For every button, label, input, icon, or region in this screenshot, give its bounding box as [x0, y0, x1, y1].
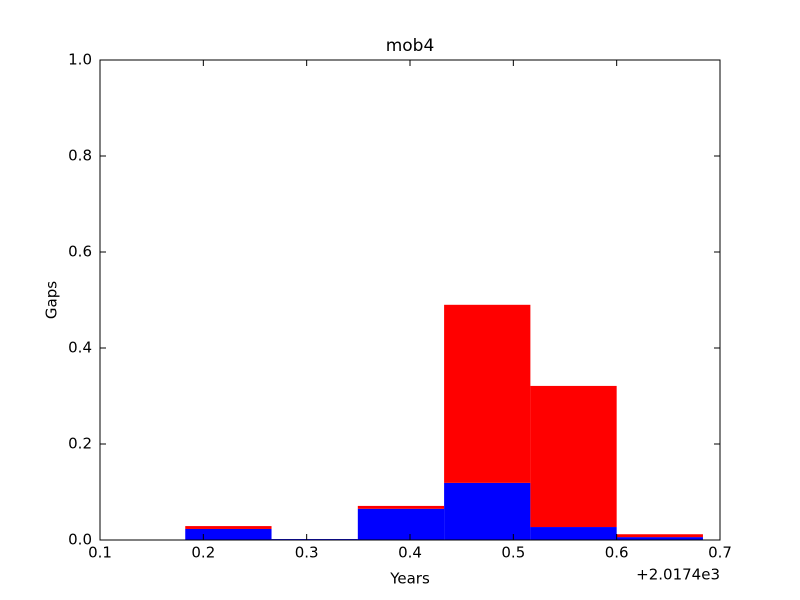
histogram-bar: [444, 482, 531, 540]
y-tick-label: 0.2: [68, 435, 92, 453]
histogram-bar: [357, 508, 445, 540]
y-tick-label: 1.0: [68, 51, 92, 69]
y-axis-label: Gaps: [43, 281, 61, 319]
chart-title: mob4: [386, 36, 435, 56]
x-tick-label: 0.7: [708, 544, 732, 562]
histogram-bar: [530, 385, 617, 528]
y-tick-label: 0.4: [68, 339, 92, 357]
histogram-bar: [357, 505, 445, 509]
x-tick-label: 0.1: [88, 544, 112, 562]
x-tick-label: 0.4: [398, 544, 422, 562]
y-tick-label: 0.8: [68, 147, 92, 165]
y-tick-label: 0.0: [68, 531, 92, 549]
x-tick-label: 0.2: [191, 544, 215, 562]
x-tick-label: 0.6: [605, 544, 629, 562]
x-offset-label: +2.0174e3: [636, 566, 720, 584]
histogram-bar: [616, 534, 703, 538]
x-tick-label: 0.5: [501, 544, 525, 562]
y-tick-label: 0.6: [68, 243, 92, 261]
histogram-bar: [185, 528, 272, 540]
histogram-bar: [616, 537, 703, 540]
histogram-bar: [444, 304, 531, 483]
histogram-bar: [185, 526, 272, 529]
x-tick-label: 0.3: [295, 544, 319, 562]
histogram-bar: [530, 527, 617, 540]
x-axis-label: Years: [389, 570, 430, 588]
